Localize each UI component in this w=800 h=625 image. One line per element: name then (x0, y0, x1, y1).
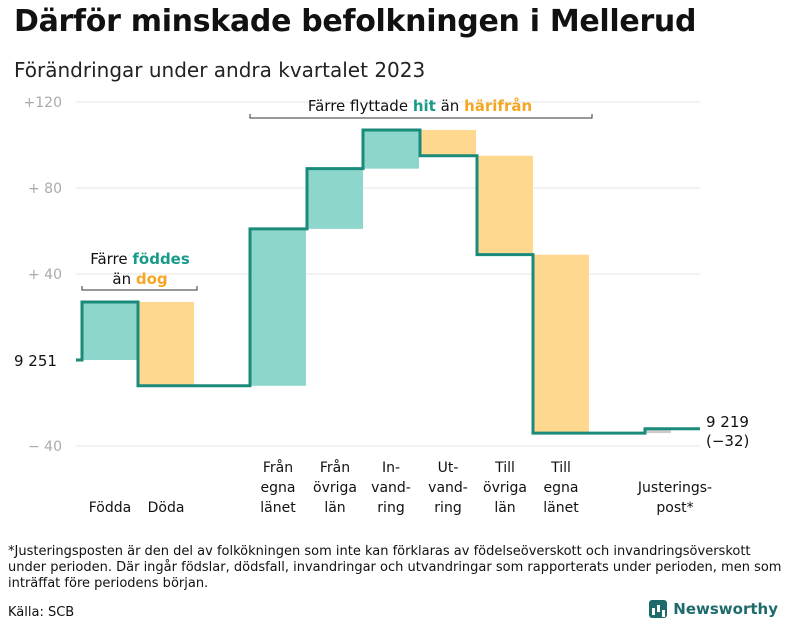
annotation-segment: än (112, 270, 135, 288)
end-value-label: 9 219 (706, 413, 749, 431)
annotation-segment: härifrån (464, 97, 532, 115)
category-label: post* (656, 500, 693, 516)
annotation-bracket (249, 114, 593, 119)
y-tick-label: +120 (24, 95, 62, 111)
annotation-segment: Färre flyttade (308, 97, 413, 115)
category-label: Ut- (438, 460, 459, 476)
category-label: övriga (483, 480, 527, 496)
start-value-label: 9 251 (14, 352, 57, 370)
category-label: Justerings- (637, 480, 712, 496)
chart-subtitle: Förändringar under andra kvartalet 2023 (14, 58, 426, 82)
category-label: Från (263, 459, 293, 476)
annotation-text: än dog (112, 270, 167, 288)
category-label: län (324, 500, 345, 516)
annotation-text: Färre flyttade hit än härifrån (308, 97, 532, 115)
category-label: län (494, 500, 515, 516)
category-label: länet (260, 500, 296, 516)
category-label: ring (377, 500, 404, 516)
waterfall-bar[interactable] (645, 428, 671, 434)
annotation-segment: dog (136, 270, 168, 288)
waterfall-bar[interactable] (138, 301, 194, 386)
footnote: *Justeringsposten är den del av folkökni… (8, 544, 782, 591)
category-label: vand- (371, 480, 411, 496)
annotation-segment: föddes (132, 250, 189, 268)
category-label: Från (320, 459, 350, 476)
logo-icon (649, 600, 668, 618)
waterfall-bar[interactable] (533, 254, 589, 434)
annotation-text: Färre föddes (90, 250, 190, 268)
waterfall-bar[interactable] (420, 129, 476, 156)
category-label: ring (434, 500, 461, 516)
waterfall-bar[interactable] (250, 228, 306, 386)
category-label: In- (382, 460, 400, 476)
category-label: vand- (428, 480, 468, 496)
annotation-segment: än (436, 97, 464, 115)
brand-label: Newsworthy (673, 600, 778, 618)
y-tick-label: − 40 (28, 439, 62, 455)
annotation-segment: hit (413, 97, 436, 115)
newsworthy-logo[interactable]: Newsworthy (649, 600, 778, 618)
chart-title: Därför minskade befolkningen i Mellerud (14, 4, 697, 39)
cumulative-line (76, 128, 700, 435)
y-tick-label: + 80 (28, 181, 62, 197)
category-label: egna (544, 480, 579, 496)
waterfall-chart: +120 + 80 + 40 − 40 9 251 9 219(−32) Födda Döda… (14, 95, 749, 516)
category-label: egna (261, 480, 296, 496)
waterfall-bar[interactable] (82, 301, 138, 360)
source-label: Källa: SCB (8, 605, 75, 620)
annotation-segment: Färre (90, 250, 132, 268)
category-label: Döda (148, 500, 185, 516)
waterfall-bar[interactable] (363, 129, 419, 169)
category-label: Födda (89, 500, 131, 516)
category-label: Till (550, 460, 571, 476)
annotation-bracket (81, 286, 198, 291)
waterfall-bar[interactable] (477, 155, 533, 255)
waterfall-bar[interactable] (307, 168, 363, 229)
y-tick-label: + 40 (28, 267, 62, 283)
category-label: Till (494, 460, 515, 476)
category-label: övriga (313, 480, 357, 496)
category-label: länet (543, 500, 579, 516)
end-change-label: (−32) (706, 432, 749, 450)
